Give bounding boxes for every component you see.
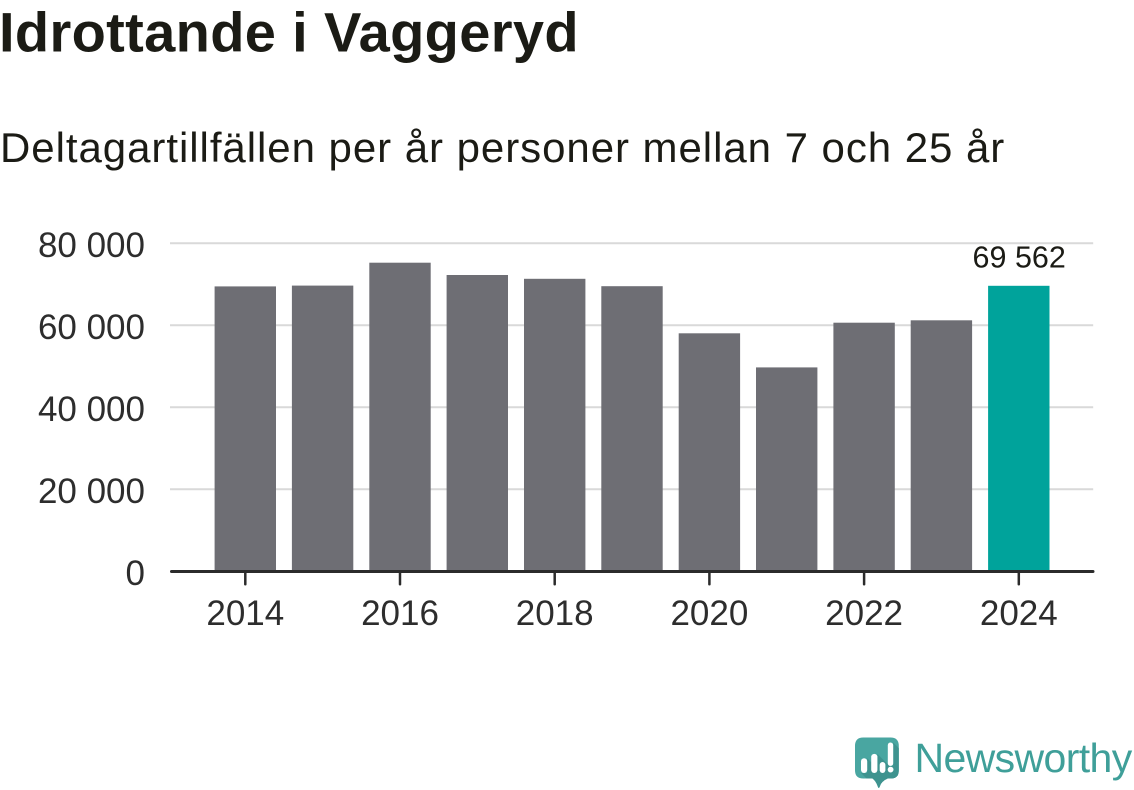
svg-text:2022: 2022	[825, 594, 903, 633]
svg-text:60 000: 60 000	[38, 308, 145, 347]
svg-text:0: 0	[126, 554, 145, 593]
svg-text:2020: 2020	[670, 594, 748, 633]
svg-text:80 000: 80 000	[38, 226, 145, 265]
svg-text:2014: 2014	[206, 594, 284, 633]
svg-text:40 000: 40 000	[38, 390, 145, 429]
svg-text:2018: 2018	[516, 594, 594, 633]
svg-text:Deltagartillfällen per år pers: Deltagartillfällen per år personer mella…	[0, 124, 1005, 171]
svg-text:2016: 2016	[361, 594, 439, 633]
svg-text:Newsworthy: Newsworthy	[915, 735, 1133, 781]
svg-text:69 562: 69 562	[973, 241, 1066, 275]
svg-text:Idrottande i Vaggeryd: Idrottande i Vaggeryd	[0, 1, 579, 64]
svg-text:2024: 2024	[980, 594, 1058, 633]
svg-text:20 000: 20 000	[38, 472, 145, 511]
